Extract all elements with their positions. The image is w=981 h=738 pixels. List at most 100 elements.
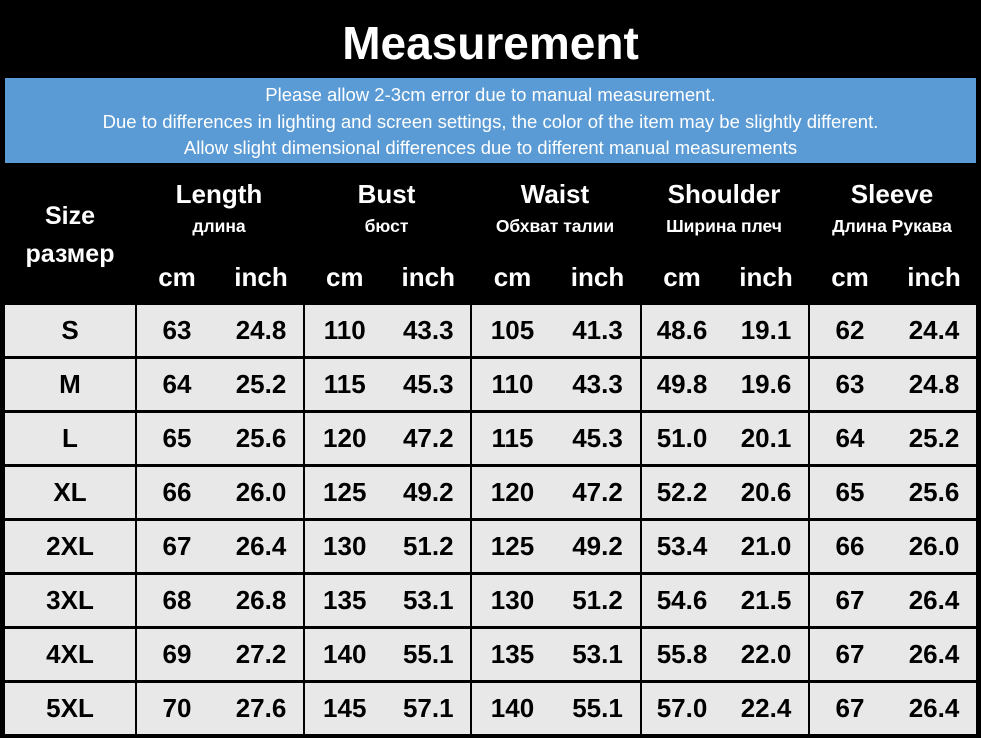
size-cell: L — [62, 423, 78, 453]
value-cell: 145 — [323, 693, 367, 723]
value-cell: 41.3 — [572, 315, 623, 345]
value-cell: 120 — [323, 423, 367, 453]
value-cell: 68 — [162, 585, 192, 615]
value-cell: 20.6 — [740, 477, 792, 507]
value-cell: 21.0 — [740, 531, 792, 561]
unit-header: cm — [325, 262, 364, 292]
unit-header: inch — [234, 262, 288, 292]
value-cell: 24.4 — [908, 315, 960, 345]
value-cell: 65 — [835, 477, 865, 507]
size-header: Size — [44, 202, 96, 230]
size-cell: 2XL — [46, 531, 94, 561]
row-cell-bg — [5, 629, 135, 680]
value-cell: 125 — [490, 531, 535, 561]
group-header: Length — [175, 179, 263, 209]
group-header: Bust — [357, 179, 416, 209]
value-cell: 70 — [162, 693, 192, 723]
value-cell: 52.2 — [656, 477, 708, 507]
unit-header: inch — [401, 262, 455, 292]
row-cell-bg — [810, 305, 976, 356]
row-cell-bg — [472, 359, 640, 410]
row-cell-bg — [305, 305, 470, 356]
unit-header: inch — [739, 262, 793, 292]
size-cell: S — [61, 315, 79, 345]
value-cell: 63 — [162, 315, 192, 345]
value-cell: 57.0 — [656, 693, 708, 723]
value-cell: 55.1 — [402, 639, 454, 669]
value-cell: 51.2 — [402, 531, 454, 561]
value-cell: 67 — [835, 639, 865, 669]
value-cell: 67 — [835, 693, 865, 723]
value-cell: 25.6 — [235, 423, 287, 453]
value-cell: 26.8 — [235, 585, 287, 615]
size-header-sub: размер — [25, 240, 115, 268]
row-cell-bg — [305, 629, 470, 680]
value-cell: 27.6 — [235, 693, 287, 723]
notice-line: Please allow 2-3cm error due to manual m… — [265, 84, 716, 105]
value-cell: 48.6 — [656, 315, 708, 345]
unit-header: cm — [831, 262, 869, 292]
value-cell: 69 — [162, 639, 192, 669]
value-cell: 54.6 — [656, 585, 708, 615]
row-cell-bg — [137, 413, 303, 464]
unit-header: inch — [570, 262, 625, 292]
row-cell-bg — [137, 359, 303, 410]
unit-header: cm — [493, 262, 532, 292]
value-cell: 26.4 — [908, 585, 960, 615]
group-subheader: Обхват талии — [495, 216, 615, 236]
value-cell: 49.2 — [572, 531, 623, 561]
value-cell: 24.8 — [908, 369, 960, 399]
group-subheader: Длина Рукава — [832, 216, 952, 236]
value-cell: 67 — [162, 531, 192, 561]
value-cell: 26.0 — [908, 531, 960, 561]
row-cell-bg — [137, 521, 303, 572]
row-cell-bg — [472, 305, 640, 356]
value-cell: 47.2 — [402, 423, 454, 453]
row-cell-bg — [642, 413, 808, 464]
row-cell-bg — [305, 521, 470, 572]
value-cell: 43.3 — [572, 369, 623, 399]
row-cell-bg — [642, 575, 808, 626]
row-cell-bg — [137, 629, 303, 680]
row-cell-bg — [810, 467, 976, 518]
row-cell-bg — [5, 359, 135, 410]
notice-line: Due to differences in lighting and scree… — [102, 110, 879, 132]
row-cell-bg — [137, 467, 303, 518]
value-cell: 53.4 — [656, 531, 708, 561]
row-cell-bg — [305, 413, 470, 464]
value-cell: 22.0 — [740, 639, 792, 669]
row-cell-bg — [472, 413, 640, 464]
value-cell: 65 — [162, 423, 192, 453]
row-cell-bg — [810, 359, 976, 410]
row-cell-bg — [137, 683, 303, 734]
value-cell: 26.4 — [235, 531, 287, 561]
value-cell: 21.5 — [740, 585, 792, 615]
value-cell: 24.8 — [235, 315, 287, 345]
value-cell: 51.0 — [656, 423, 708, 453]
group-header: Sleeve — [850, 179, 934, 209]
value-cell: 49.2 — [402, 477, 454, 507]
value-cell: 49.8 — [656, 369, 708, 399]
value-cell: 115 — [323, 369, 366, 399]
size-cell: XL — [53, 477, 87, 507]
row-cell-bg — [305, 575, 470, 626]
value-cell: 22.4 — [740, 693, 792, 723]
row-cell-bg — [642, 683, 808, 734]
row-cell-bg — [472, 575, 640, 626]
unit-header: cm — [663, 262, 701, 292]
group-subheader: длина — [192, 216, 246, 236]
row-cell-bg — [642, 359, 808, 410]
value-cell: 53.1 — [402, 585, 454, 615]
row-cell-bg — [810, 629, 976, 680]
value-cell: 130 — [323, 531, 367, 561]
value-cell: 27.2 — [235, 639, 287, 669]
value-cell: 43.3 — [402, 315, 454, 345]
value-cell: 125 — [323, 477, 367, 507]
title: Measurement — [342, 17, 639, 69]
row-cell-bg — [472, 629, 640, 680]
unit-header: inch — [907, 262, 961, 292]
value-cell: 110 — [491, 369, 534, 399]
notice-band — [5, 78, 976, 163]
row-cell-bg — [642, 521, 808, 572]
